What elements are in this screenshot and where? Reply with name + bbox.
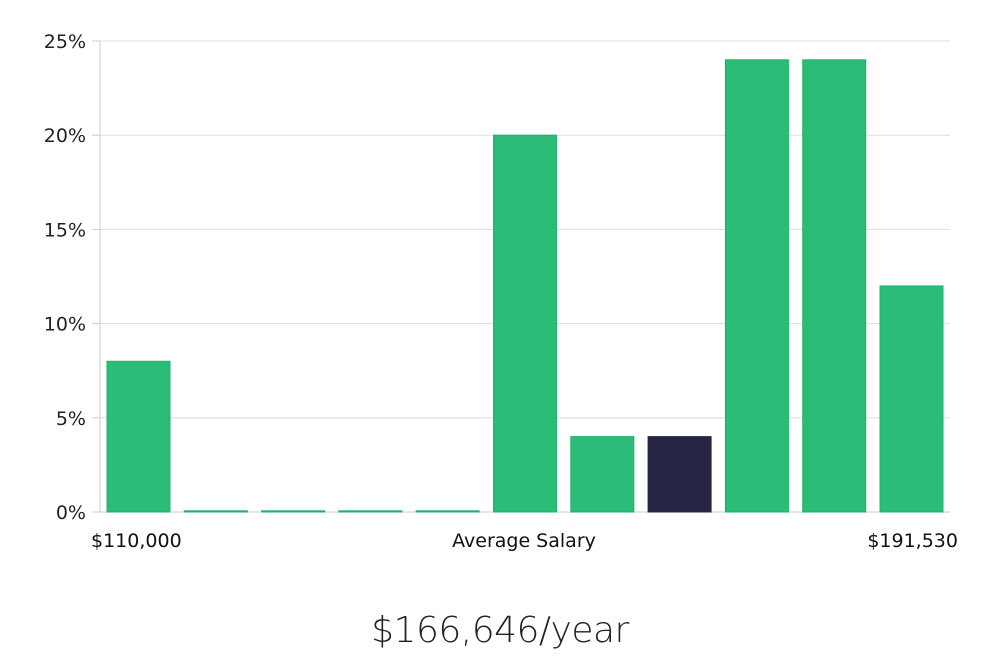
y-tick-label: 0% [56,502,86,524]
average-salary-caption: $166,646/year [371,610,629,651]
y-tick-label: 15% [44,219,86,241]
bar [570,436,635,513]
y-tick-label: 20% [44,125,86,147]
y-tick-label: 25% [44,31,86,53]
bar-highlighted [647,436,712,513]
bar [724,59,789,513]
bar [338,510,403,513]
bar [415,510,480,513]
bar [879,285,944,513]
x-label-min: $110,000 [91,530,182,552]
x-label-max: $191,530 [867,530,958,552]
x-label-average: Average Salary [452,530,596,552]
bar [802,59,867,513]
bars [106,59,944,513]
bar [106,360,171,513]
y-tick-label: 10% [44,314,86,336]
bar [493,134,557,513]
bar [261,510,326,513]
y-tick-label: 5% [56,408,86,430]
x-axis-labels: $110,000 Average Salary $191,530 [91,530,958,552]
salary-distribution-chart: 0% 5% 10% 15% 20% 25% $110,000 Average Salary… [44,31,958,552]
bar [183,510,248,513]
